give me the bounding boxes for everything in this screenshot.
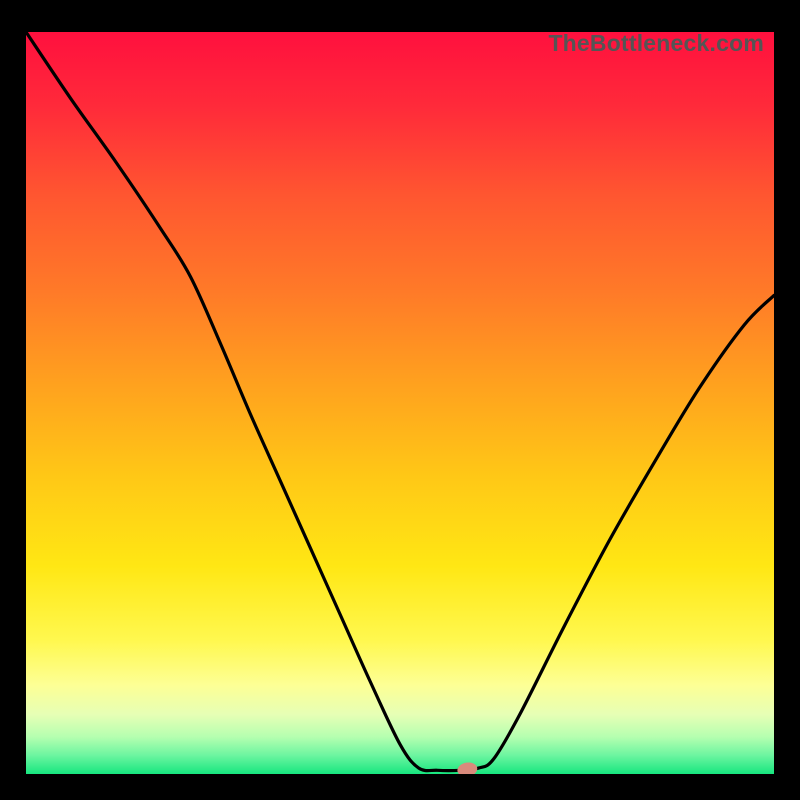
- plot-area: [26, 32, 774, 774]
- chart-svg: [26, 32, 774, 774]
- watermark-text: TheBottleneck.com: [548, 30, 764, 57]
- chart-frame: TheBottleneck.com: [0, 0, 800, 800]
- plot-background: [26, 32, 774, 774]
